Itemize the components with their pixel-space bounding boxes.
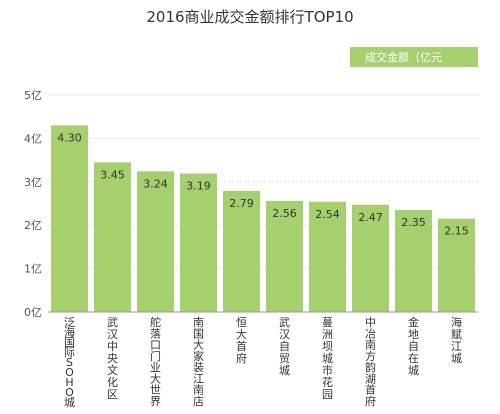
y-tick-label: 4亿 — [24, 132, 42, 145]
y-tick-label: 2亿 — [24, 219, 42, 232]
value-label: 2.47 — [358, 211, 383, 224]
bar — [438, 218, 475, 312]
value-label: 2.35 — [401, 216, 426, 229]
bar — [309, 201, 346, 312]
value-label: 2.54 — [315, 208, 340, 221]
value-labels: 4.30 3.45 3.24 3.19 2.79 2.56 2.54 2.47 2.35 2.15 — [57, 131, 469, 237]
legend-box — [350, 47, 478, 67]
y-tick-label: 5亿 — [24, 89, 42, 102]
x-tick-label: 恒大首府 — [236, 316, 247, 365]
x-tick-label: 海赋江城 — [451, 315, 462, 365]
bar — [51, 125, 88, 312]
x-axis-labels: 泛海国际 S O H O 城 武汉中央文化区 舵落口门业大世界 南国大家装江南店 恒大首府 武汉自贸… — [64, 315, 462, 409]
bars — [51, 125, 475, 312]
x-tick-label: 中冶南方韵湖首府 — [365, 316, 376, 408]
bar — [223, 190, 260, 312]
value-label: 2.56 — [272, 207, 297, 220]
legend-label: 成交金额（亿元 — [365, 50, 442, 64]
x-tick-label: 武汉自贸城 — [279, 316, 290, 377]
x-tick-label: 蔓洲坝城市花园 — [322, 315, 333, 401]
legend: 成交金额（亿元 — [350, 47, 478, 67]
bar — [180, 173, 217, 312]
bar — [266, 200, 303, 312]
x-tick-label: 泛海国际 S O H O 城 — [64, 316, 75, 409]
x-tick-label: 舵落口门业大世界 — [150, 315, 161, 408]
value-label: 4.30 — [57, 131, 82, 144]
y-tick-label: 1亿 — [24, 263, 42, 276]
y-axis-ticks: 0亿 1亿 2亿 3亿 4亿 5亿 — [24, 89, 42, 319]
bar — [395, 210, 432, 312]
y-tick-label: 0亿 — [24, 306, 42, 319]
bar — [352, 204, 389, 312]
value-label: 2.79 — [229, 197, 254, 210]
chart-title: 2016商业成交金额排行TOP10 — [146, 8, 353, 26]
y-tick-label: 3亿 — [24, 176, 42, 189]
x-tick-label: 金地自在城 — [408, 315, 419, 377]
x-tick-label: 武汉中央文化区 — [107, 316, 118, 401]
bar — [137, 171, 174, 312]
value-label: 3.45 — [100, 168, 125, 181]
value-label: 3.19 — [186, 180, 211, 193]
x-tick-label: 南国大家装江南店 — [193, 316, 204, 408]
value-label: 3.24 — [143, 177, 168, 190]
value-label: 2.15 — [444, 225, 469, 238]
bar — [94, 162, 131, 312]
